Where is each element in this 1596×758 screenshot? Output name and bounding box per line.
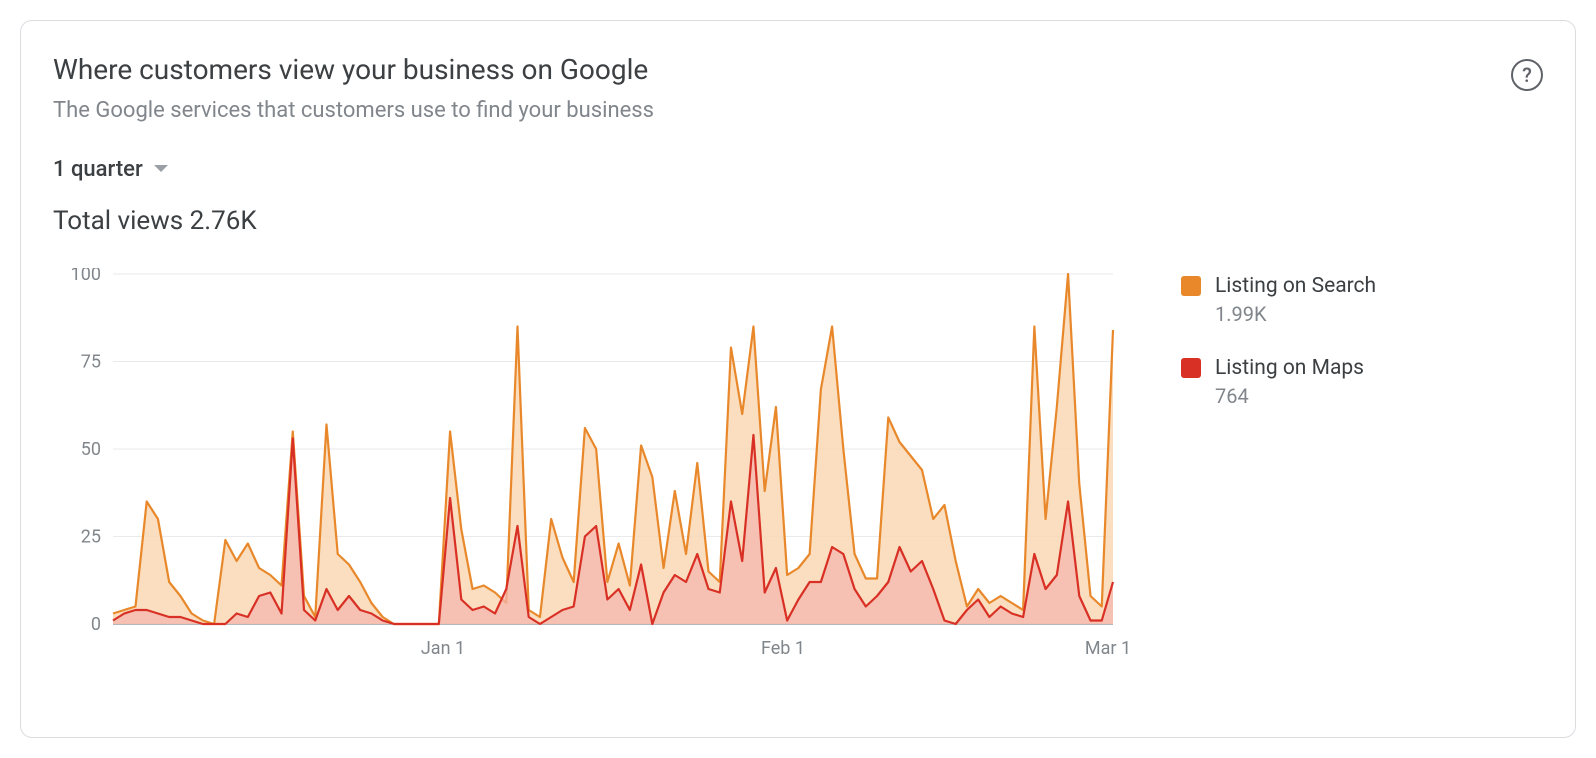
card-title: Where customers view your business on Go… — [53, 53, 654, 86]
chart-legend: Listing on Search 1.99K Listing on Maps 764 — [1181, 274, 1376, 438]
legend-label: Listing on Search — [1215, 274, 1376, 298]
svg-text:Feb 1: Feb 1 — [761, 638, 805, 659]
insights-card: Where customers view your business on Go… — [20, 20, 1576, 738]
legend-label: Listing on Maps — [1215, 356, 1364, 380]
legend-swatch — [1181, 358, 1201, 378]
card-subtitle: The Google services that customers use t… — [53, 98, 654, 123]
svg-text:Jan 1: Jan 1 — [421, 638, 465, 659]
svg-text:Mar 1: Mar 1 — [1085, 638, 1131, 659]
chevron-down-icon — [153, 162, 169, 178]
legend-swatch — [1181, 276, 1201, 296]
views-chart: 0 25 50 75 100 Jan 1 Feb 1 Mar 1 — [53, 268, 1133, 672]
legend-item[interactable]: Listing on Search 1.99K — [1181, 274, 1376, 326]
period-selector[interactable]: 1 quarter — [53, 157, 169, 182]
svg-text:100: 100 — [71, 268, 101, 285]
period-label: 1 quarter — [53, 157, 143, 182]
svg-text:50: 50 — [81, 439, 101, 460]
card-header: Where customers view your business on Go… — [53, 53, 1543, 123]
svg-text:75: 75 — [81, 352, 101, 373]
legend-value: 1.99K — [1215, 302, 1376, 326]
area-chart-svg: 0 25 50 75 100 Jan 1 Feb 1 Mar 1 — [53, 268, 1133, 668]
total-views: Total views 2.76K — [53, 206, 1543, 236]
legend-item[interactable]: Listing on Maps 764 — [1181, 356, 1376, 408]
svg-text:0: 0 — [91, 614, 101, 635]
legend-value: 764 — [1215, 384, 1364, 408]
svg-text:25: 25 — [81, 527, 101, 548]
help-icon[interactable]: ? — [1511, 59, 1543, 91]
